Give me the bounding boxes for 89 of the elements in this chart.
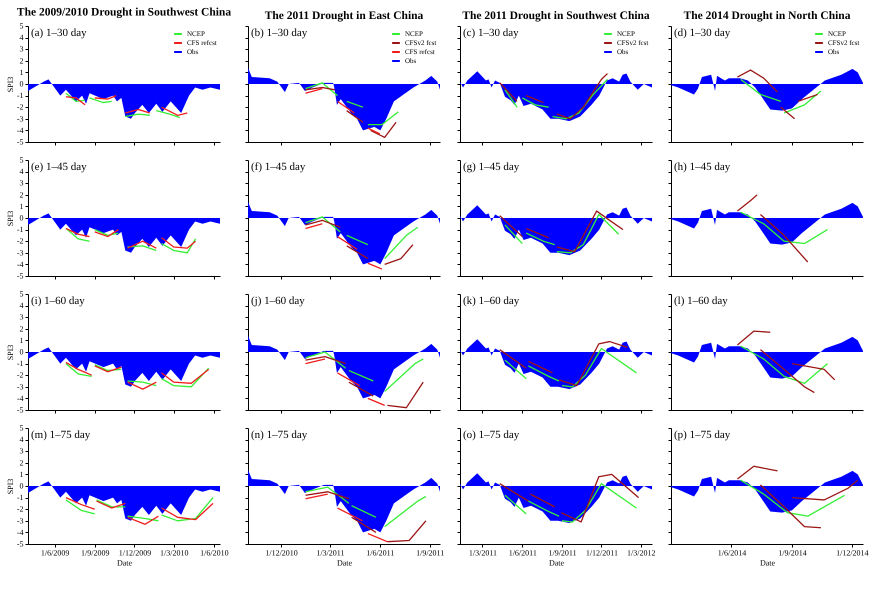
annotation: (h) 1–45 day [674,161,731,173]
y-tick-label: 2 [20,324,24,334]
x-tick-label: 1/9/2014 [778,548,807,558]
y-tick-label: -2 [16,370,24,380]
annotation: (g) 1–45 day [463,161,520,173]
y-tick-label: -3 [16,114,24,124]
annotation: (o) 1–75 day [463,429,520,441]
x-tick-label: 1/6/2014 [718,548,746,558]
y-tick-label: 4 [20,435,24,444]
y-tick-label: 1 [20,202,24,211]
y-tick-label: -3 [16,382,24,392]
y-tick-label: -1 [16,493,24,502]
y-axis-title: SPI3 [6,478,15,494]
y-tick-label: 5 [20,156,24,164]
y-tick-label: 3 [20,312,24,322]
x-tick-label: 1/6/2009 [40,548,70,558]
x-axis-title: Date [336,558,352,568]
x-tick-label: 1/9/2011 [416,548,444,558]
annotation: (n) 1–75 day [251,429,308,441]
x-axis-title: Date [116,558,132,568]
annotation: (l) 1–60 day [674,295,728,307]
y-tick-label: 0 [20,80,24,88]
chart-title: The 2011 Drought in East China [264,10,424,22]
annotation: (f) 1–45 day [251,161,306,173]
y-tick-label: -4 [16,394,24,403]
y-tick-label: 1 [20,470,24,479]
y-tick-label: 5 [20,22,24,30]
x-tick-label: 1/12/2011 [586,548,618,558]
annotation: (c) 1–30 day [463,27,520,39]
x-tick-label: 1/6/2010 [200,548,229,558]
annotation: (d) 1–30 day [674,27,731,39]
y-tick-label: 0 [20,348,24,356]
x-tick-label: 1/12/2014 [836,548,869,558]
annotation: (k) 1–60 day [463,295,520,307]
chart-title: The 2011 Drought in Southwest China [462,10,650,22]
annotation: (b) 1–30 day [251,27,308,39]
x-tick-label: 1/6/2011 [508,548,537,558]
y-tick-label: 3 [20,446,24,456]
y-tick-label: -5 [16,138,24,146]
y-tick-label: -5 [16,540,24,548]
y-tick-label: -1 [16,91,24,100]
y-tick-label: 4 [20,301,24,310]
x-tick-label: 1/12/2010 [265,548,298,558]
y-tick-label: -5 [16,406,24,414]
y-tick-label: -3 [16,516,24,526]
x-tick-label: 1/3/2010 [160,548,188,558]
y-tick-label: -1 [16,225,24,234]
y-tick-label: 3 [20,178,24,188]
y-tick-label: 1 [20,336,24,345]
y-tick-label: -4 [16,260,24,269]
x-axis-title: Date [760,558,776,568]
x-tick-label: 1/9/2011 [548,548,577,558]
annotation: (m) 1–75 day [31,429,91,441]
x-tick-label: 1/12/2009 [118,548,152,558]
y-tick-label: 2 [20,190,24,200]
y-tick-label: -3 [16,248,24,258]
y-axis-title: SPI3 [6,210,15,226]
y-tick-label: 5 [20,290,24,298]
x-tick-label: 1/9/2009 [81,548,110,558]
y-tick-label: -4 [16,528,24,537]
y-tick-label: -5 [16,272,24,280]
y-tick-label: 2 [20,56,24,66]
y-tick-label: -4 [16,126,24,135]
chart-title: The 2014 Drought in North China [684,10,851,22]
y-tick-label: -2 [16,504,24,514]
annotation: (i) 1–60 day [31,295,86,307]
annotation: (p) 1–75 day [674,429,731,441]
x-tick-label: 1/3/2011 [468,548,498,558]
y-tick-label: 4 [20,167,24,176]
chart-title: The 2009/2010 Drought in Southwest China [16,6,232,18]
y-tick-label: 4 [20,33,24,42]
y-tick-label: 0 [20,214,24,222]
y-tick-label: 1 [20,68,24,77]
y-tick-label: -1 [16,359,24,368]
y-tick-label: 3 [20,44,24,54]
y-tick-label: 0 [20,482,24,490]
y-tick-label: 5 [20,424,24,432]
y-axis-title: SPI3 [6,76,15,92]
annotation: (a) 1–30 day [31,27,88,39]
annotation: (j) 1–60 day [251,295,306,307]
x-tick-label: 1/3/2012 [627,548,656,558]
x-tick-label: 1/6/2011 [366,548,394,558]
x-axis-title: Date [548,558,564,568]
y-axis-title: SPI3 [6,344,15,360]
y-tick-label: 2 [20,458,24,468]
x-tick-label: 1/3/2011 [316,548,344,558]
annotation: (e) 1–45 day [31,161,88,173]
y-tick-label: -2 [16,102,24,112]
y-tick-label: -2 [16,236,24,246]
